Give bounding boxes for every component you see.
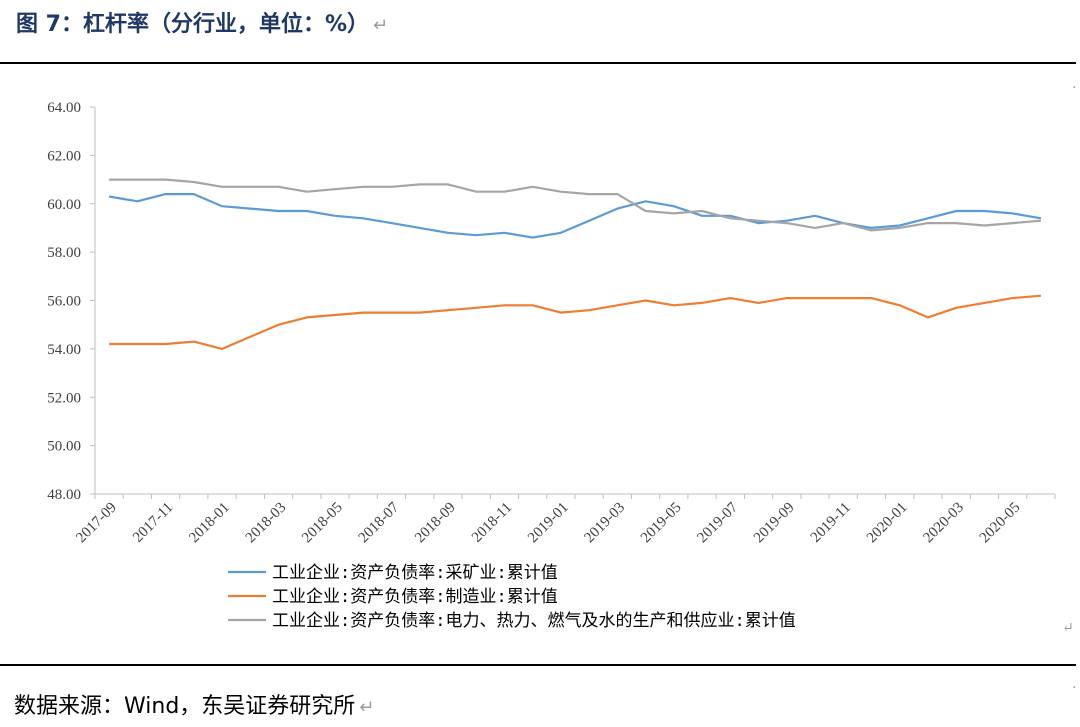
series-lines xyxy=(108,178,1042,350)
margin-dot-top: · xyxy=(1072,80,1077,96)
x-tick-label: 2018-11 xyxy=(469,500,515,546)
figure-title: 图 7：杠杆率（分行业，单位：%） ↵ xyxy=(16,6,388,44)
legend-label-3: 工业企业:资产负债率:电力、热力、燃气及水的生产和供应业:累计值 xyxy=(272,611,796,631)
y-tick-label: 50.00 xyxy=(47,439,81,455)
margin-dot-bottom: · xyxy=(1072,680,1077,696)
y-tick-label: 60.00 xyxy=(47,197,81,213)
x-tick-label: 2018-05 xyxy=(299,500,346,547)
x-tick-label: 2018-07 xyxy=(356,499,403,546)
y-tick-label: 62.00 xyxy=(47,148,81,164)
x-tick-label: 2018-01 xyxy=(186,500,233,547)
x-tick-label: 2019-09 xyxy=(751,500,798,547)
line-chart: 48.00 50.00 52.00 54.00 56.00 58.00 60.00 62.00… xyxy=(47,100,1056,631)
x-tick-label: 2020-01 xyxy=(864,500,911,547)
x-tick-label: 2020-03 xyxy=(920,500,967,547)
y-tick-label: 54.00 xyxy=(47,342,81,358)
legend-label-1: 工业企业:资产负债率:采矿业:累计值 xyxy=(272,563,558,583)
return-mark-icon: ↵ xyxy=(373,15,389,36)
series-line-1 xyxy=(108,193,1042,239)
y-tick-label: 52.00 xyxy=(47,390,81,406)
legend: 工业企业:资产负债率:采矿业:累计值工业企业:资产负债率:制造业:累计值工业企业… xyxy=(228,563,796,631)
y-tick-label: 48.00 xyxy=(47,487,81,503)
x-tick-label: 2019-07 xyxy=(694,499,741,546)
y-tick-label: 56.00 xyxy=(47,294,81,310)
figure-title-text: 图 7：杠杆率（分行业，单位：%） xyxy=(16,12,370,37)
series-line-3 xyxy=(109,178,1041,232)
x-tick-label: 2018-09 xyxy=(412,500,459,547)
source-note: 数据来源：Wind，东吴证券研究所 ↵ xyxy=(14,690,374,724)
y-tick-label: 58.00 xyxy=(47,245,81,261)
legend-return-mark-icon: ↵ xyxy=(1062,620,1074,636)
series-line-2 xyxy=(109,294,1041,350)
y-axis: 48.00 50.00 52.00 54.00 56.00 58.00 60.00 62.00… xyxy=(47,100,96,503)
bottom-rule xyxy=(0,664,1076,666)
return-mark-icon: ↵ xyxy=(359,697,375,718)
source-text: 数据来源：Wind，东吴证券研究所 xyxy=(14,694,356,719)
x-tick-label: 2018-03 xyxy=(243,500,290,547)
x-tick-label: 2019-01 xyxy=(525,500,572,547)
x-tick-label: 2017-09 xyxy=(73,500,120,547)
x-tick-label: 2020-05 xyxy=(977,500,1024,547)
x-tick-label: 2017-11 xyxy=(130,500,176,546)
y-tick-label: 64.00 xyxy=(47,100,81,116)
top-rule xyxy=(0,62,1076,64)
x-tick-label: 2019-03 xyxy=(582,500,629,547)
legend-label-2: 工业企业:资产负债率:制造业:累计值 xyxy=(272,587,558,607)
x-axis: 2017-09 2017-11 2018-01 2018-03 2018-05 2018-… xyxy=(73,493,1056,547)
x-tick-label: 2019-05 xyxy=(638,500,685,547)
x-tick-label: 2019-11 xyxy=(808,500,854,546)
